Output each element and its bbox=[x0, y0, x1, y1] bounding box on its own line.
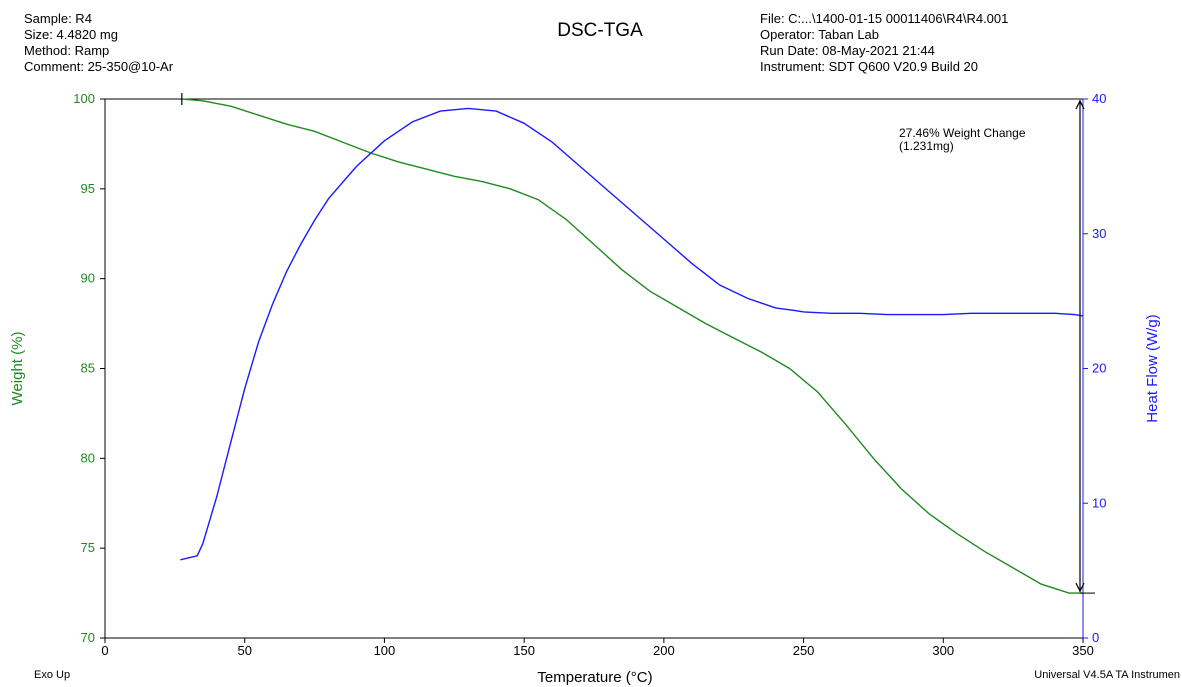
x-tick-label: 250 bbox=[793, 643, 815, 658]
x-tick-label: 150 bbox=[513, 643, 535, 658]
y-left-axis-label: Weight (%) bbox=[9, 332, 26, 406]
sample-size: Size: 4.4820 mg bbox=[24, 27, 118, 42]
y-left-tick-label: 75 bbox=[81, 540, 95, 555]
y-right-tick-label: 0 bbox=[1092, 630, 1099, 645]
file-path: File: C:...\1400-01-15 00011406\R4\R4.00… bbox=[760, 11, 1009, 26]
sample-info: Sample: R4 Size: 4.4820 mg Method: Ramp … bbox=[24, 11, 173, 75]
run-info: File: C:...\1400-01-15 00011406\R4\R4.00… bbox=[760, 11, 1008, 75]
exo-up-label: Exo Up bbox=[34, 669, 71, 681]
chart-title: DSC-TGA bbox=[557, 20, 643, 41]
x-tick-label: 300 bbox=[932, 643, 954, 658]
operator: Operator: Taban Lab bbox=[760, 27, 880, 42]
instrument: Instrument: SDT Q600 V20.9 Build 20 bbox=[760, 59, 978, 74]
run-date: Run Date: 08-May-2021 21:44 bbox=[760, 43, 935, 58]
x-tick-label: 0 bbox=[101, 643, 108, 658]
y-right-tick-label: 30 bbox=[1092, 226, 1106, 241]
y-left-tick-label: 100 bbox=[73, 91, 95, 106]
comment: Comment: 25-350@10-Ar bbox=[24, 59, 174, 74]
x-tick-label: 100 bbox=[374, 643, 396, 658]
y-left-tick-label: 90 bbox=[81, 271, 95, 286]
x-tick-label: 50 bbox=[237, 643, 251, 658]
x-axis-label: Temperature (°C) bbox=[537, 669, 653, 686]
method: Method: Ramp bbox=[24, 43, 110, 58]
weight-curve bbox=[181, 98, 1083, 594]
heat-flow-curve bbox=[180, 107, 1084, 561]
sample-name: Sample: R4 bbox=[24, 11, 92, 26]
arrow-head-top bbox=[1075, 99, 1085, 110]
x-tick-label: 350 bbox=[1072, 643, 1094, 658]
y-right-axis-label: Heat Flow (W/g) bbox=[1144, 314, 1161, 422]
x-tick-label: 200 bbox=[653, 643, 675, 658]
weight-change-label: 27.46% Weight Change bbox=[899, 126, 1026, 140]
y-left-tick-label: 80 bbox=[81, 450, 95, 465]
y-right-tick-label: 40 bbox=[1092, 91, 1106, 106]
y-left-tick-label: 95 bbox=[81, 181, 95, 196]
y-left-tick-label: 85 bbox=[81, 361, 95, 376]
y-left-tick-label: 70 bbox=[81, 630, 95, 645]
software-version: Universal V4.5A TA Instrumen bbox=[1034, 669, 1180, 681]
arrow-head-bottom bbox=[1075, 582, 1085, 593]
y-right-tick-label: 10 bbox=[1092, 495, 1106, 510]
weight-change-mass-label: (1.231mg) bbox=[899, 139, 954, 153]
y-right-tick-label: 20 bbox=[1092, 361, 1106, 376]
